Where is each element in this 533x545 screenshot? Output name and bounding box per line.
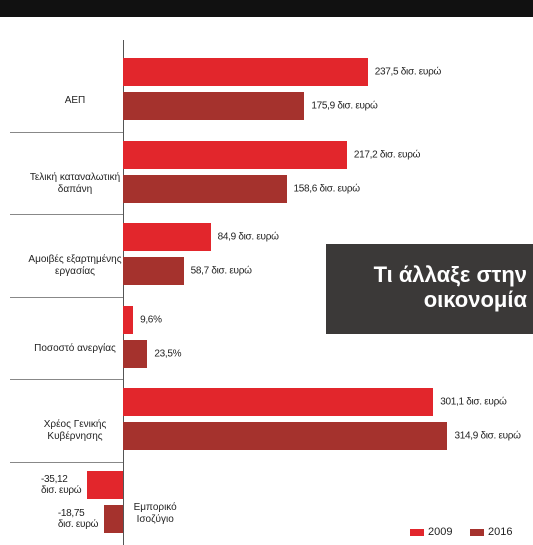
bar — [123, 305, 134, 334]
value-label: 9,6% — [140, 314, 162, 325]
value-label: 84,9 δισ. ευρώ — [217, 231, 279, 243]
bar — [123, 257, 184, 285]
bar — [123, 140, 347, 169]
top-bar — [0, 0, 533, 17]
value-label: 314,9 δισ. ευρώ — [454, 430, 521, 442]
bar — [123, 422, 448, 450]
bar — [123, 339, 148, 368]
bar — [123, 174, 287, 203]
value-label: 158,6 δισ. ευρώ — [293, 183, 361, 194]
value-label: 175,9 δισ. ευρώ — [311, 100, 378, 112]
category-label: Τελική καταναλωτική δαπάνη — [29, 171, 121, 195]
axis-line — [123, 40, 125, 545]
bar — [123, 388, 434, 416]
bar — [103, 504, 124, 533]
annotation: Τι άλλαξε στην οικονομία — [326, 244, 533, 334]
category-label: Χρέος Γενικής Κυβέρνησης — [43, 419, 107, 442]
separator — [10, 461, 124, 463]
bar — [87, 470, 124, 499]
separator — [10, 296, 124, 298]
legend-swatch — [470, 528, 484, 536]
value-label: 301,1 δισ. ευρώ — [440, 396, 507, 408]
bar — [123, 223, 211, 251]
value-label: 217,2 δισ. ευρώ — [353, 149, 421, 160]
separator — [10, 131, 124, 133]
value-label: -35,12 δισ. ευρώ — [41, 473, 82, 496]
legend-swatch — [410, 528, 424, 536]
legend-item: 2009 — [410, 526, 452, 538]
value-label: 23,5% — [154, 348, 182, 359]
bar — [123, 92, 305, 120]
category-label: Εμπορικό Ισοζύγιο — [133, 501, 177, 525]
value-label: 58,7 δισ. ευρώ — [190, 265, 252, 277]
value-label: 237,5 δισ. ευρώ — [374, 66, 442, 78]
legend-label: 2009 — [428, 526, 453, 538]
value-label: -18,75 δισ. ευρώ — [57, 507, 99, 530]
category-label: Ποσοστό ανεργίας — [34, 342, 116, 354]
category-label: ΑΕΠ — [64, 95, 86, 106]
legend-label: 2016 — [488, 526, 513, 538]
legend-item: 2016 — [470, 526, 512, 538]
bar — [123, 58, 368, 86]
separator — [10, 214, 124, 215]
category-label: Αμοιβές εξαρτημένης εργασίας — [28, 254, 122, 277]
separator — [10, 379, 124, 380]
